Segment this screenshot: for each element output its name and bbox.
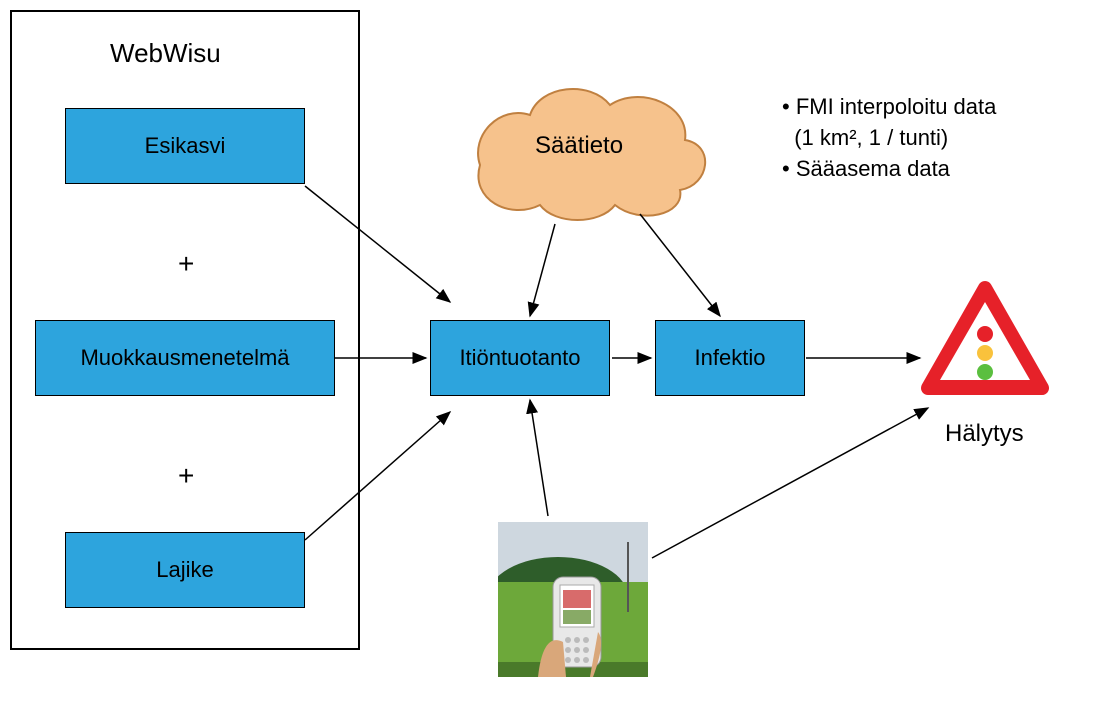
fmi-info-text: • FMI interpoloitu data (1 km², 1 / tunt… <box>782 92 996 184</box>
bullet-line-1: • FMI interpoloitu data <box>782 92 996 123</box>
arrow-phone-alert <box>652 408 928 558</box>
plus-sign-2: + <box>178 460 194 492</box>
node-infektio: Infektio <box>655 320 805 396</box>
arrow-cloud-itiontuotanto <box>530 224 555 316</box>
bullet-line-3: • Sääasema data <box>782 154 996 185</box>
node-muokkaus: Muokkausmenetelmä <box>35 320 335 396</box>
plus-sign-1: + <box>178 248 194 280</box>
node-muokkaus-label: Muokkausmenetelmä <box>80 345 289 371</box>
arrow-phone-itiontuotanto <box>530 400 548 516</box>
cloud-label: Säätieto <box>535 132 623 160</box>
node-itiontuotanto: Itiöntuotanto <box>430 320 610 396</box>
arrow-cloud-infektio <box>640 214 720 316</box>
node-infektio-label: Infektio <box>695 345 766 371</box>
webwisu-title: WebWisu <box>110 38 221 69</box>
node-lajike-label: Lajike <box>156 557 213 583</box>
field-phone-image <box>498 522 648 677</box>
node-esikasvi: Esikasvi <box>65 108 305 184</box>
node-itiontuotanto-label: Itiöntuotanto <box>459 345 580 371</box>
bullet-line-2: (1 km², 1 / tunti) <box>782 123 996 154</box>
node-lajike: Lajike <box>65 532 305 608</box>
alert-label: Hälytys <box>945 420 1024 448</box>
node-esikasvi-label: Esikasvi <box>145 133 226 159</box>
